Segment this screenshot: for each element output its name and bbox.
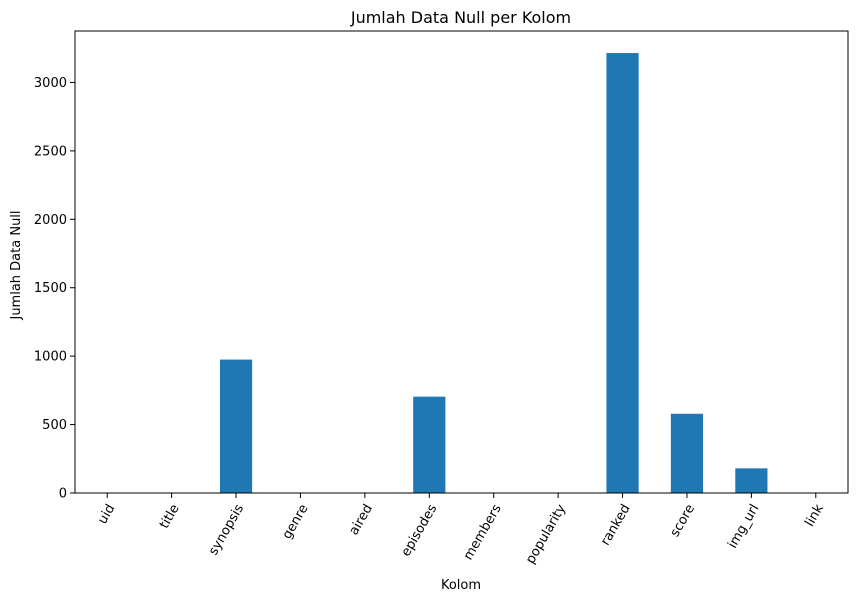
bar-score [670,413,704,493]
x-tick-label-title: title [157,502,183,532]
x-tick-label-img-url: img_url [725,502,762,551]
bar-img-url [735,468,768,493]
x-tick-label-synopsis: synopsis [206,502,247,558]
plot-frame [74,30,849,494]
y-tick-label: 2500 [34,144,67,159]
x-tick-label-genre: genre [280,502,312,542]
y-tick-label: 1500 [34,281,67,296]
bar-ranked [606,53,639,493]
x-tick-label-ranked: ranked [598,502,633,548]
y-tick-label: 3000 [34,76,67,91]
bar-synopsis [219,359,253,493]
y-tick-label: 2000 [34,213,67,228]
x-tick-label-uid: uid [95,502,118,527]
x-tick-label-score: score [668,502,698,540]
x-tick-label-link: link [802,501,827,529]
y-tick-label: 0 [59,487,67,502]
y-tick-label: 500 [42,418,67,433]
x-tick-label-aired: aired [347,502,376,538]
x-tick-label-members: members [461,502,505,563]
chart-title: Jumlah Data Null per Kolom [350,8,571,27]
x-axis-label: Kolom [441,578,481,593]
y-tick-label: 1000 [34,350,67,365]
y-axis-label: Jumlah Data Null [9,210,24,320]
plot-area: 0 500 1000 1500 2000 2500 3000 uid title synopsis… [34,30,849,567]
bar-episodes [413,396,446,493]
x-tick-label-episodes: episodes [399,502,441,560]
x-tick-label-popularity: popularity [523,502,569,567]
